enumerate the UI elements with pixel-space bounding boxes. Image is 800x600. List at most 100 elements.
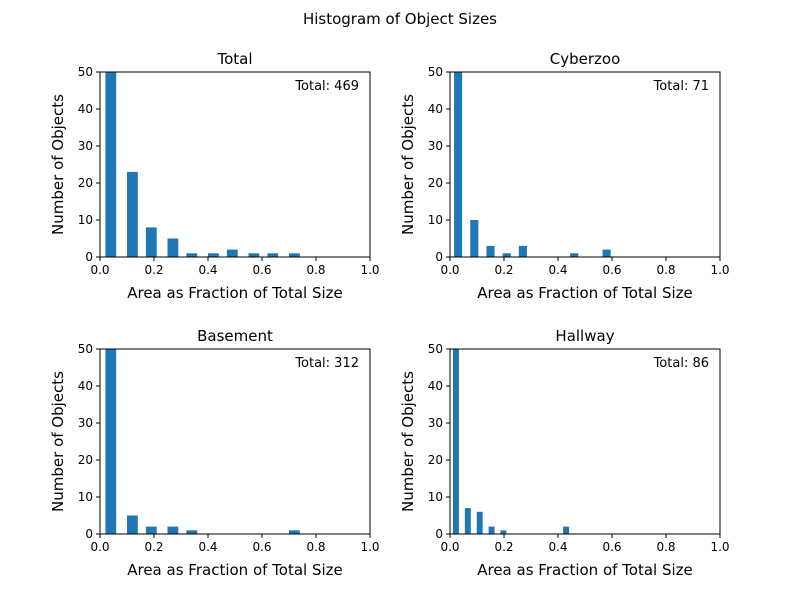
histogram-bar [464, 508, 471, 534]
y-axis-label: Number of Objects [49, 94, 67, 235]
x-tick-label: 0.6 [602, 540, 621, 554]
y-tick-label: 10 [78, 490, 93, 504]
histogram-bar [248, 253, 260, 257]
y-tick-label: 30 [78, 139, 93, 153]
histogram-bar [167, 526, 179, 534]
x-tick-label: 0.0 [440, 263, 459, 277]
x-tick-label: 1.0 [710, 540, 729, 554]
histogram-bar [267, 253, 279, 257]
x-tick-label: 0.4 [198, 263, 217, 277]
x-tick-label: 1.0 [710, 263, 729, 277]
histogram-bar [486, 245, 495, 257]
y-tick-label: 40 [428, 379, 443, 393]
x-tick-label: 0.2 [144, 263, 163, 277]
histogram-bar [208, 253, 219, 257]
histogram-bar [186, 253, 198, 257]
x-tick-label: 0.0 [440, 540, 459, 554]
y-tick-label: 10 [428, 213, 443, 227]
subplot-basement: 0.0 0.2 0.4 0.6 0.8 1.0 0 10 20 30 40 50 Basement Tot… [49, 327, 380, 579]
x-tick-label: 0.6 [252, 540, 271, 554]
x-tick-label: 0.8 [306, 540, 325, 554]
x-tick-label: 0.0 [90, 263, 109, 277]
subplot-title: Total [216, 50, 252, 68]
y-tick-label: 0 [435, 250, 443, 264]
x-tick-label: 0.0 [90, 540, 109, 554]
y-axis-label: Number of Objects [399, 94, 417, 235]
histogram-bar [127, 515, 138, 534]
histogram-bar [226, 249, 238, 257]
x-axis-label: Area as Fraction of Total Size [127, 284, 343, 302]
y-tick-label: 20 [78, 453, 93, 467]
axes-frame [99, 71, 371, 258]
histogram-bar [145, 227, 157, 257]
subplot-hallway: 0.0 0.2 0.4 0.6 0.8 1.0 0 10 20 30 40 50 Hallway Tota… [399, 327, 730, 579]
axes-frame [449, 348, 721, 535]
subplot-title: Basement [197, 327, 273, 345]
x-tick-label: 0.6 [602, 263, 621, 277]
y-tick-label: 40 [428, 102, 443, 116]
x-tick-label: 0.8 [656, 263, 675, 277]
y-tick-label: 0 [85, 527, 93, 541]
y-tick-label: 40 [78, 379, 93, 393]
y-tick-label: 50 [78, 342, 93, 356]
histogram-bar [145, 526, 157, 534]
histogram-bar [476, 511, 483, 534]
subplot-title: Hallway [555, 327, 614, 345]
x-axis-label: Area as Fraction of Total Size [477, 561, 693, 579]
y-axis-label: Number of Objects [49, 371, 67, 512]
y-tick-label: 10 [428, 490, 443, 504]
total-annotation: Total: 469 [294, 79, 359, 94]
histogram-bar [470, 220, 479, 257]
histogram-bar [289, 530, 300, 534]
y-axis-label: Number of Objects [399, 371, 417, 512]
x-tick-label: 0.8 [656, 540, 675, 554]
histogram-bar [602, 249, 611, 257]
histogram-bar [186, 530, 198, 534]
histogram-bar [105, 349, 117, 534]
x-tick-label: 0.4 [548, 540, 567, 554]
histogram-bar [167, 238, 179, 257]
axes-frame [449, 71, 721, 258]
x-tick-label: 0.6 [252, 263, 271, 277]
y-tick-label: 50 [428, 342, 443, 356]
x-tick-label: 1.0 [360, 263, 379, 277]
x-tick-label: 1.0 [360, 540, 379, 554]
figure-title: Histogram of Object Sizes [303, 10, 497, 28]
histogram-bar [454, 72, 463, 257]
y-tick-label: 30 [78, 416, 93, 430]
histogram-bar [127, 171, 138, 257]
y-tick-label: 20 [78, 176, 93, 190]
x-axis-label: Area as Fraction of Total Size [477, 284, 693, 302]
total-annotation: Total: 312 [294, 356, 359, 371]
histogram-bar [105, 72, 117, 257]
histogram-bar [488, 526, 495, 534]
histogram-bar [502, 253, 511, 257]
subplot-title: Cyberzoo [550, 50, 621, 68]
y-tick-label: 20 [428, 453, 443, 467]
histogram-bar [452, 349, 459, 534]
x-tick-label: 0.2 [144, 540, 163, 554]
x-tick-label: 0.4 [548, 263, 567, 277]
histogram-bar [289, 253, 300, 257]
y-tick-label: 50 [428, 65, 443, 79]
y-tick-label: 10 [78, 213, 93, 227]
y-tick-label: 50 [78, 65, 93, 79]
y-tick-label: 40 [78, 102, 93, 116]
histogram-bar [563, 526, 570, 534]
y-tick-label: 20 [428, 176, 443, 190]
x-tick-label: 0.4 [198, 540, 217, 554]
x-tick-label: 0.2 [494, 540, 513, 554]
axes-frame [99, 348, 371, 535]
y-tick-label: 0 [85, 250, 93, 264]
subplot-cyberzoo: 0.0 0.2 0.4 0.6 0.8 1.0 0 10 20 30 40 50 Cyberzoo Tot… [399, 50, 730, 302]
histogram-bar [500, 530, 507, 534]
x-axis-label: Area as Fraction of Total Size [127, 561, 343, 579]
histogram-bar [570, 253, 579, 257]
y-tick-label: 30 [428, 139, 443, 153]
total-annotation: Total: 71 [653, 79, 709, 94]
x-tick-label: 0.2 [494, 263, 513, 277]
subplot-total: 0.0 0.2 0.4 0.6 0.8 1.0 0 10 20 30 40 50 Total Total:… [49, 50, 380, 302]
histogram-bar [518, 245, 527, 257]
x-tick-label: 0.8 [306, 263, 325, 277]
